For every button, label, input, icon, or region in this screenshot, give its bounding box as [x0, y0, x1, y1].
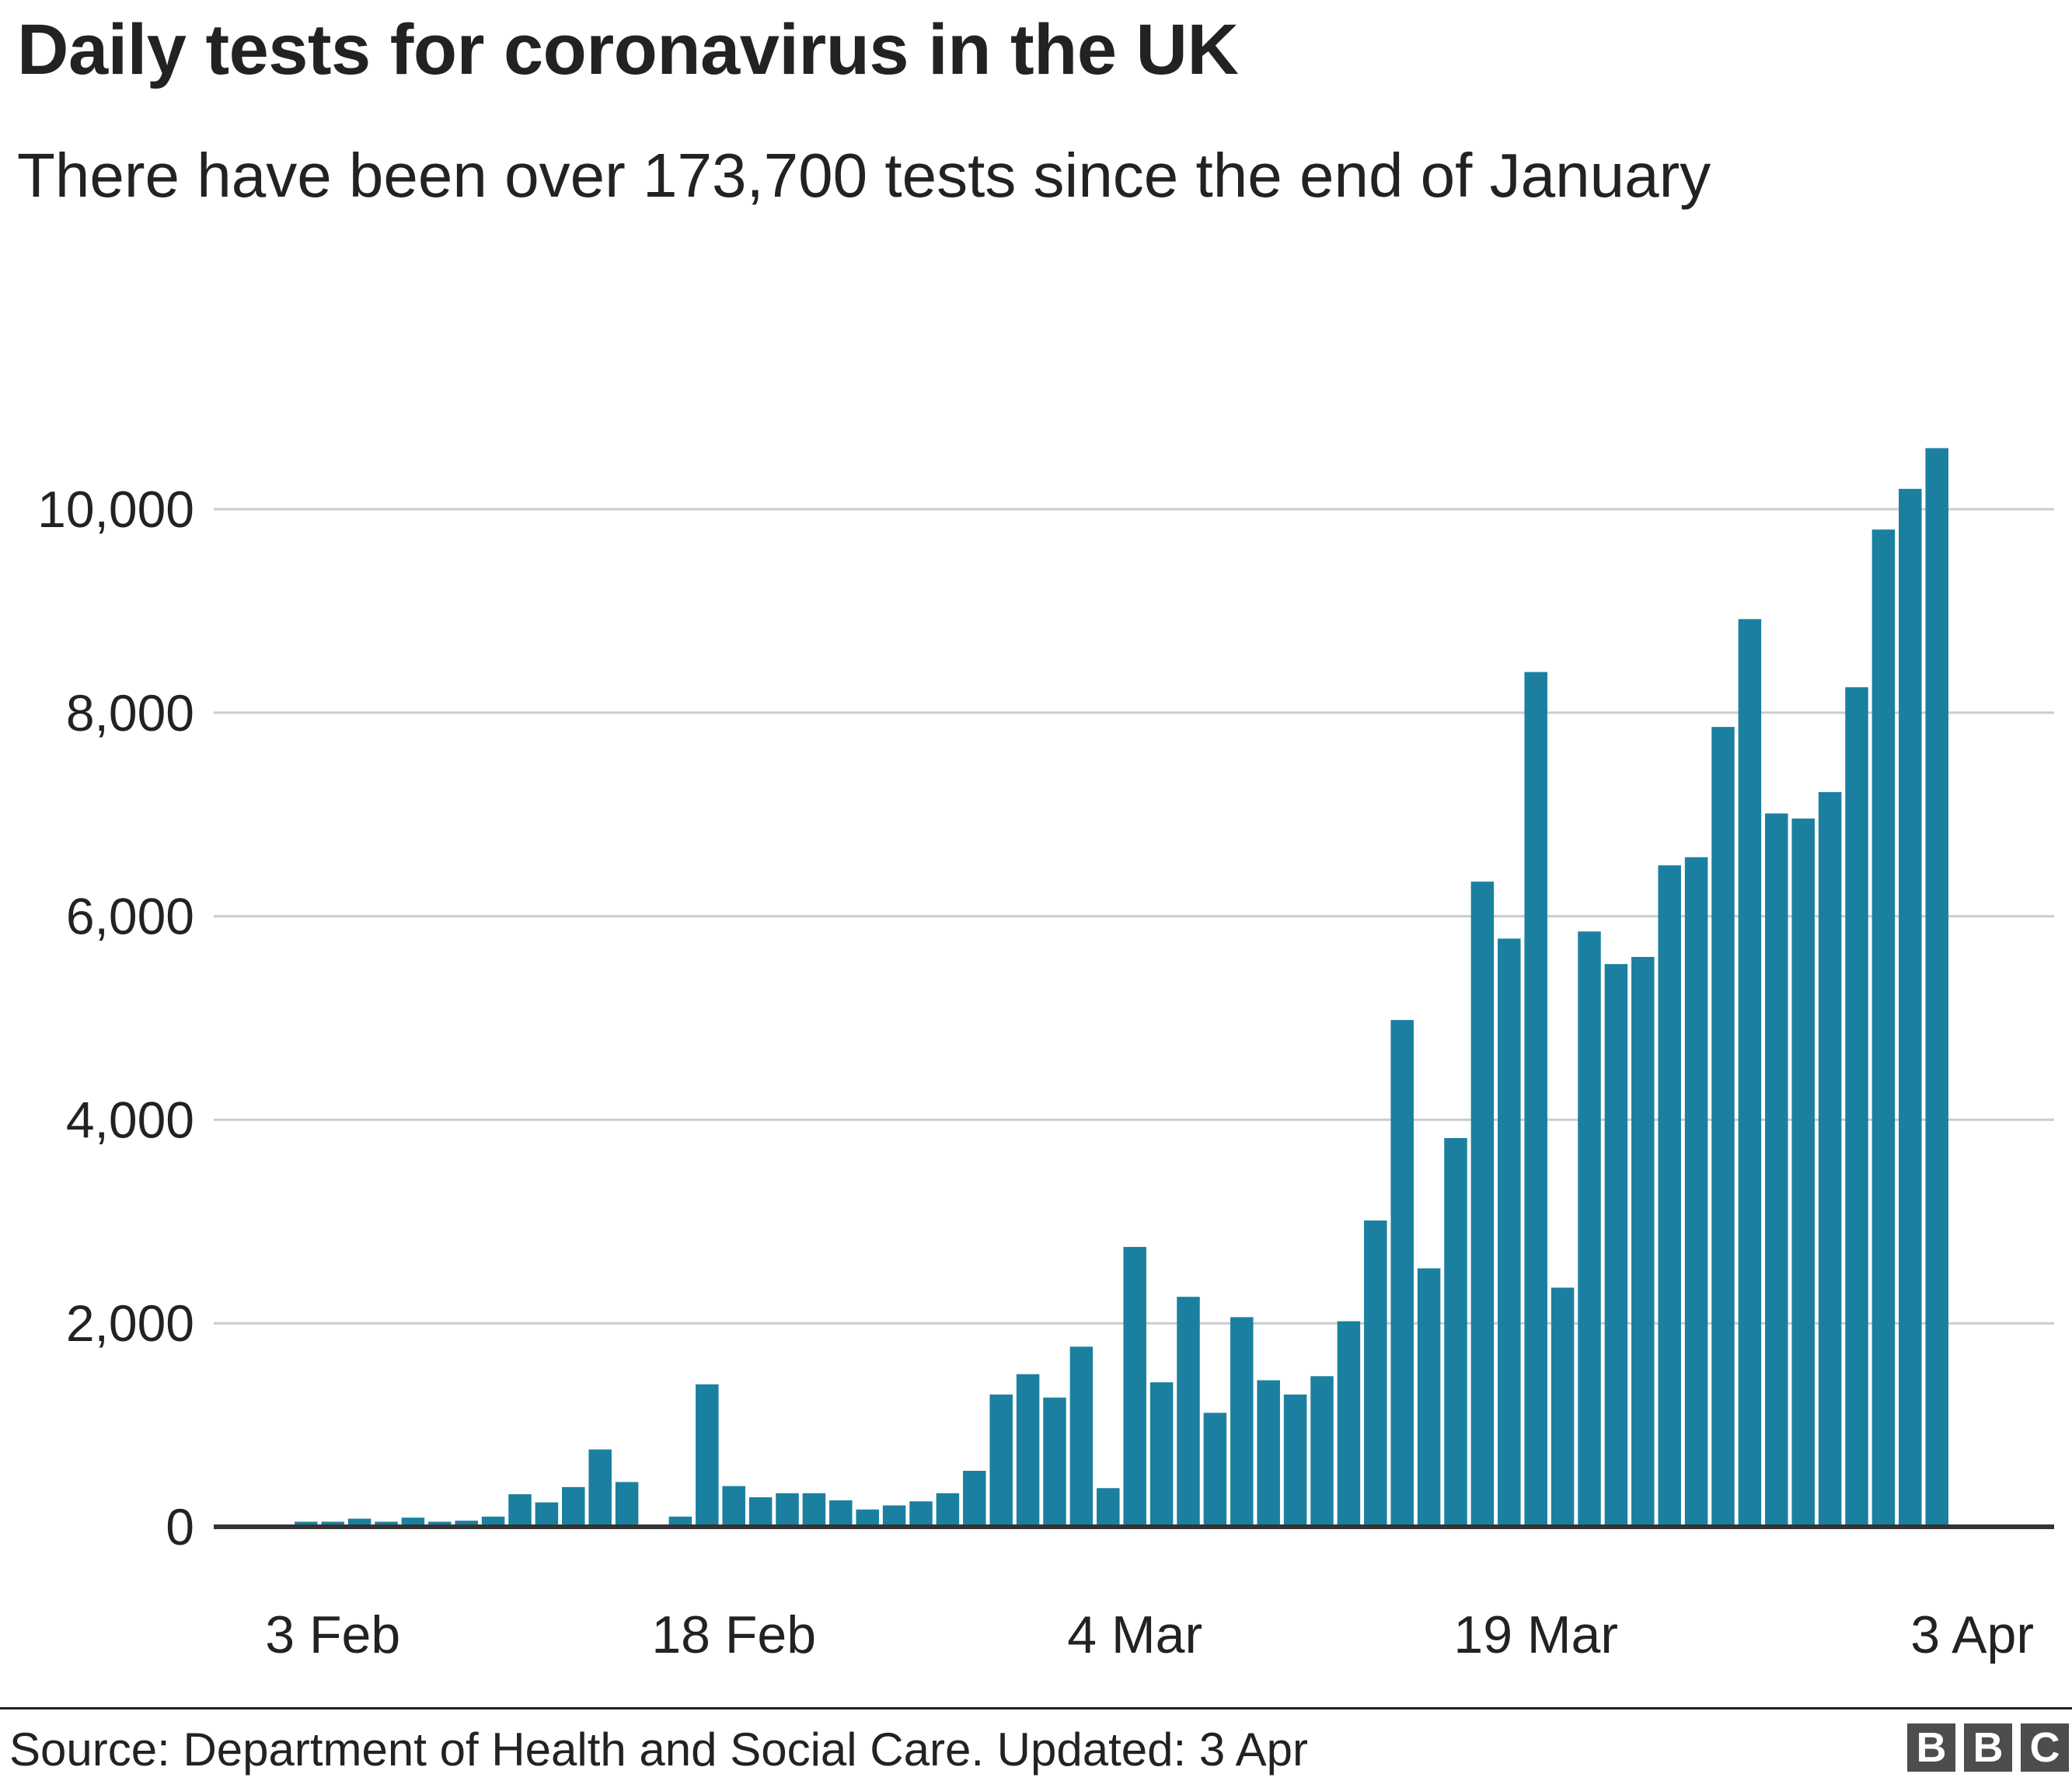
bar — [829, 1500, 853, 1527]
bar — [1684, 857, 1708, 1527]
bar — [1123, 1247, 1146, 1527]
bar — [1899, 488, 1922, 1527]
bar — [1791, 818, 1815, 1527]
bbc-logo-letter: C — [2021, 1723, 2069, 1772]
bar — [1524, 672, 1547, 1528]
bar — [1016, 1374, 1040, 1527]
bar — [1765, 813, 1788, 1527]
bar — [1818, 791, 1842, 1527]
bar — [722, 1486, 745, 1527]
bar — [1097, 1488, 1120, 1527]
bar — [321, 1521, 344, 1527]
bar — [1043, 1397, 1066, 1527]
bar — [936, 1493, 960, 1527]
bar — [856, 1509, 879, 1527]
bar — [1390, 1020, 1414, 1527]
x-tick-label: 3 Feb — [265, 1605, 400, 1664]
bar — [776, 1493, 799, 1527]
bar — [1069, 1346, 1094, 1527]
bbc-logo-letter: B — [1907, 1723, 1955, 1772]
bar — [1604, 964, 1628, 1527]
y-tick-label: 2,000 — [66, 1294, 194, 1352]
bar — [1631, 956, 1655, 1527]
bar — [1498, 938, 1521, 1527]
bar — [696, 1384, 719, 1527]
bar — [1470, 882, 1495, 1527]
bar — [1230, 1317, 1254, 1527]
bar — [1364, 1220, 1387, 1527]
bar — [1871, 529, 1896, 1528]
bar — [455, 1521, 478, 1527]
bar — [802, 1493, 826, 1527]
bar — [428, 1521, 452, 1527]
bar — [1711, 727, 1735, 1527]
axes: 0 2,000 4,000 6,000 8,000 10,000 3 Feb 18 Feb 4 … — [37, 480, 2054, 1664]
bar — [989, 1394, 1013, 1527]
bar — [963, 1471, 986, 1527]
bar — [748, 1497, 773, 1527]
bar — [909, 1501, 933, 1527]
bbc-logo: B B C — [1907, 1723, 2069, 1772]
bar — [588, 1449, 612, 1527]
bar — [1738, 619, 1762, 1527]
bar — [1149, 1382, 1174, 1527]
bar — [1283, 1394, 1307, 1527]
bar — [1845, 687, 1868, 1528]
bar — [1551, 1287, 1575, 1527]
bar — [1417, 1268, 1441, 1527]
bbc-logo-letter: B — [1964, 1723, 2012, 1772]
y-tick-label: 6,000 — [66, 888, 194, 945]
bar — [1177, 1297, 1200, 1527]
bar — [1337, 1321, 1361, 1527]
bar — [1444, 1137, 1467, 1527]
y-tick-label: 0 — [166, 1498, 194, 1556]
bar — [668, 1516, 692, 1527]
y-tick-label: 4,000 — [66, 1091, 194, 1148]
x-tick-label: 4 Mar — [1067, 1605, 1202, 1664]
x-tick-label: 3 Apr — [1910, 1605, 2034, 1664]
bar — [1310, 1376, 1334, 1527]
bars — [295, 448, 1948, 1528]
bar — [481, 1516, 505, 1527]
bar — [1578, 931, 1601, 1527]
x-tick-label: 19 Mar — [1453, 1605, 1618, 1664]
bar — [615, 1482, 639, 1527]
bar-chart: 0 2,000 4,000 6,000 8,000 10,000 3 Feb 18 Feb 4 … — [37, 448, 2054, 1664]
bar — [347, 1518, 371, 1527]
bar — [882, 1505, 906, 1527]
y-tick-label: 8,000 — [66, 684, 194, 742]
bar — [1925, 448, 1948, 1528]
y-tick-label: 10,000 — [37, 480, 194, 538]
source-note: Source: Department of Health and Social … — [9, 1723, 1308, 1776]
bar — [1658, 865, 1681, 1527]
bar — [1257, 1380, 1280, 1527]
chart-title: Daily tests for coronavirus in the UK — [17, 10, 1239, 89]
bar — [401, 1517, 425, 1527]
bar — [562, 1486, 585, 1527]
chart-subtitle: There have been over 173,700 tests since… — [17, 141, 1711, 210]
bar — [508, 1494, 532, 1527]
bar — [535, 1502, 559, 1527]
bar — [295, 1521, 318, 1527]
bar — [375, 1521, 398, 1527]
bar — [1203, 1413, 1227, 1527]
footer-divider — [0, 1707, 2072, 1709]
x-tick-label: 18 Feb — [651, 1605, 816, 1664]
